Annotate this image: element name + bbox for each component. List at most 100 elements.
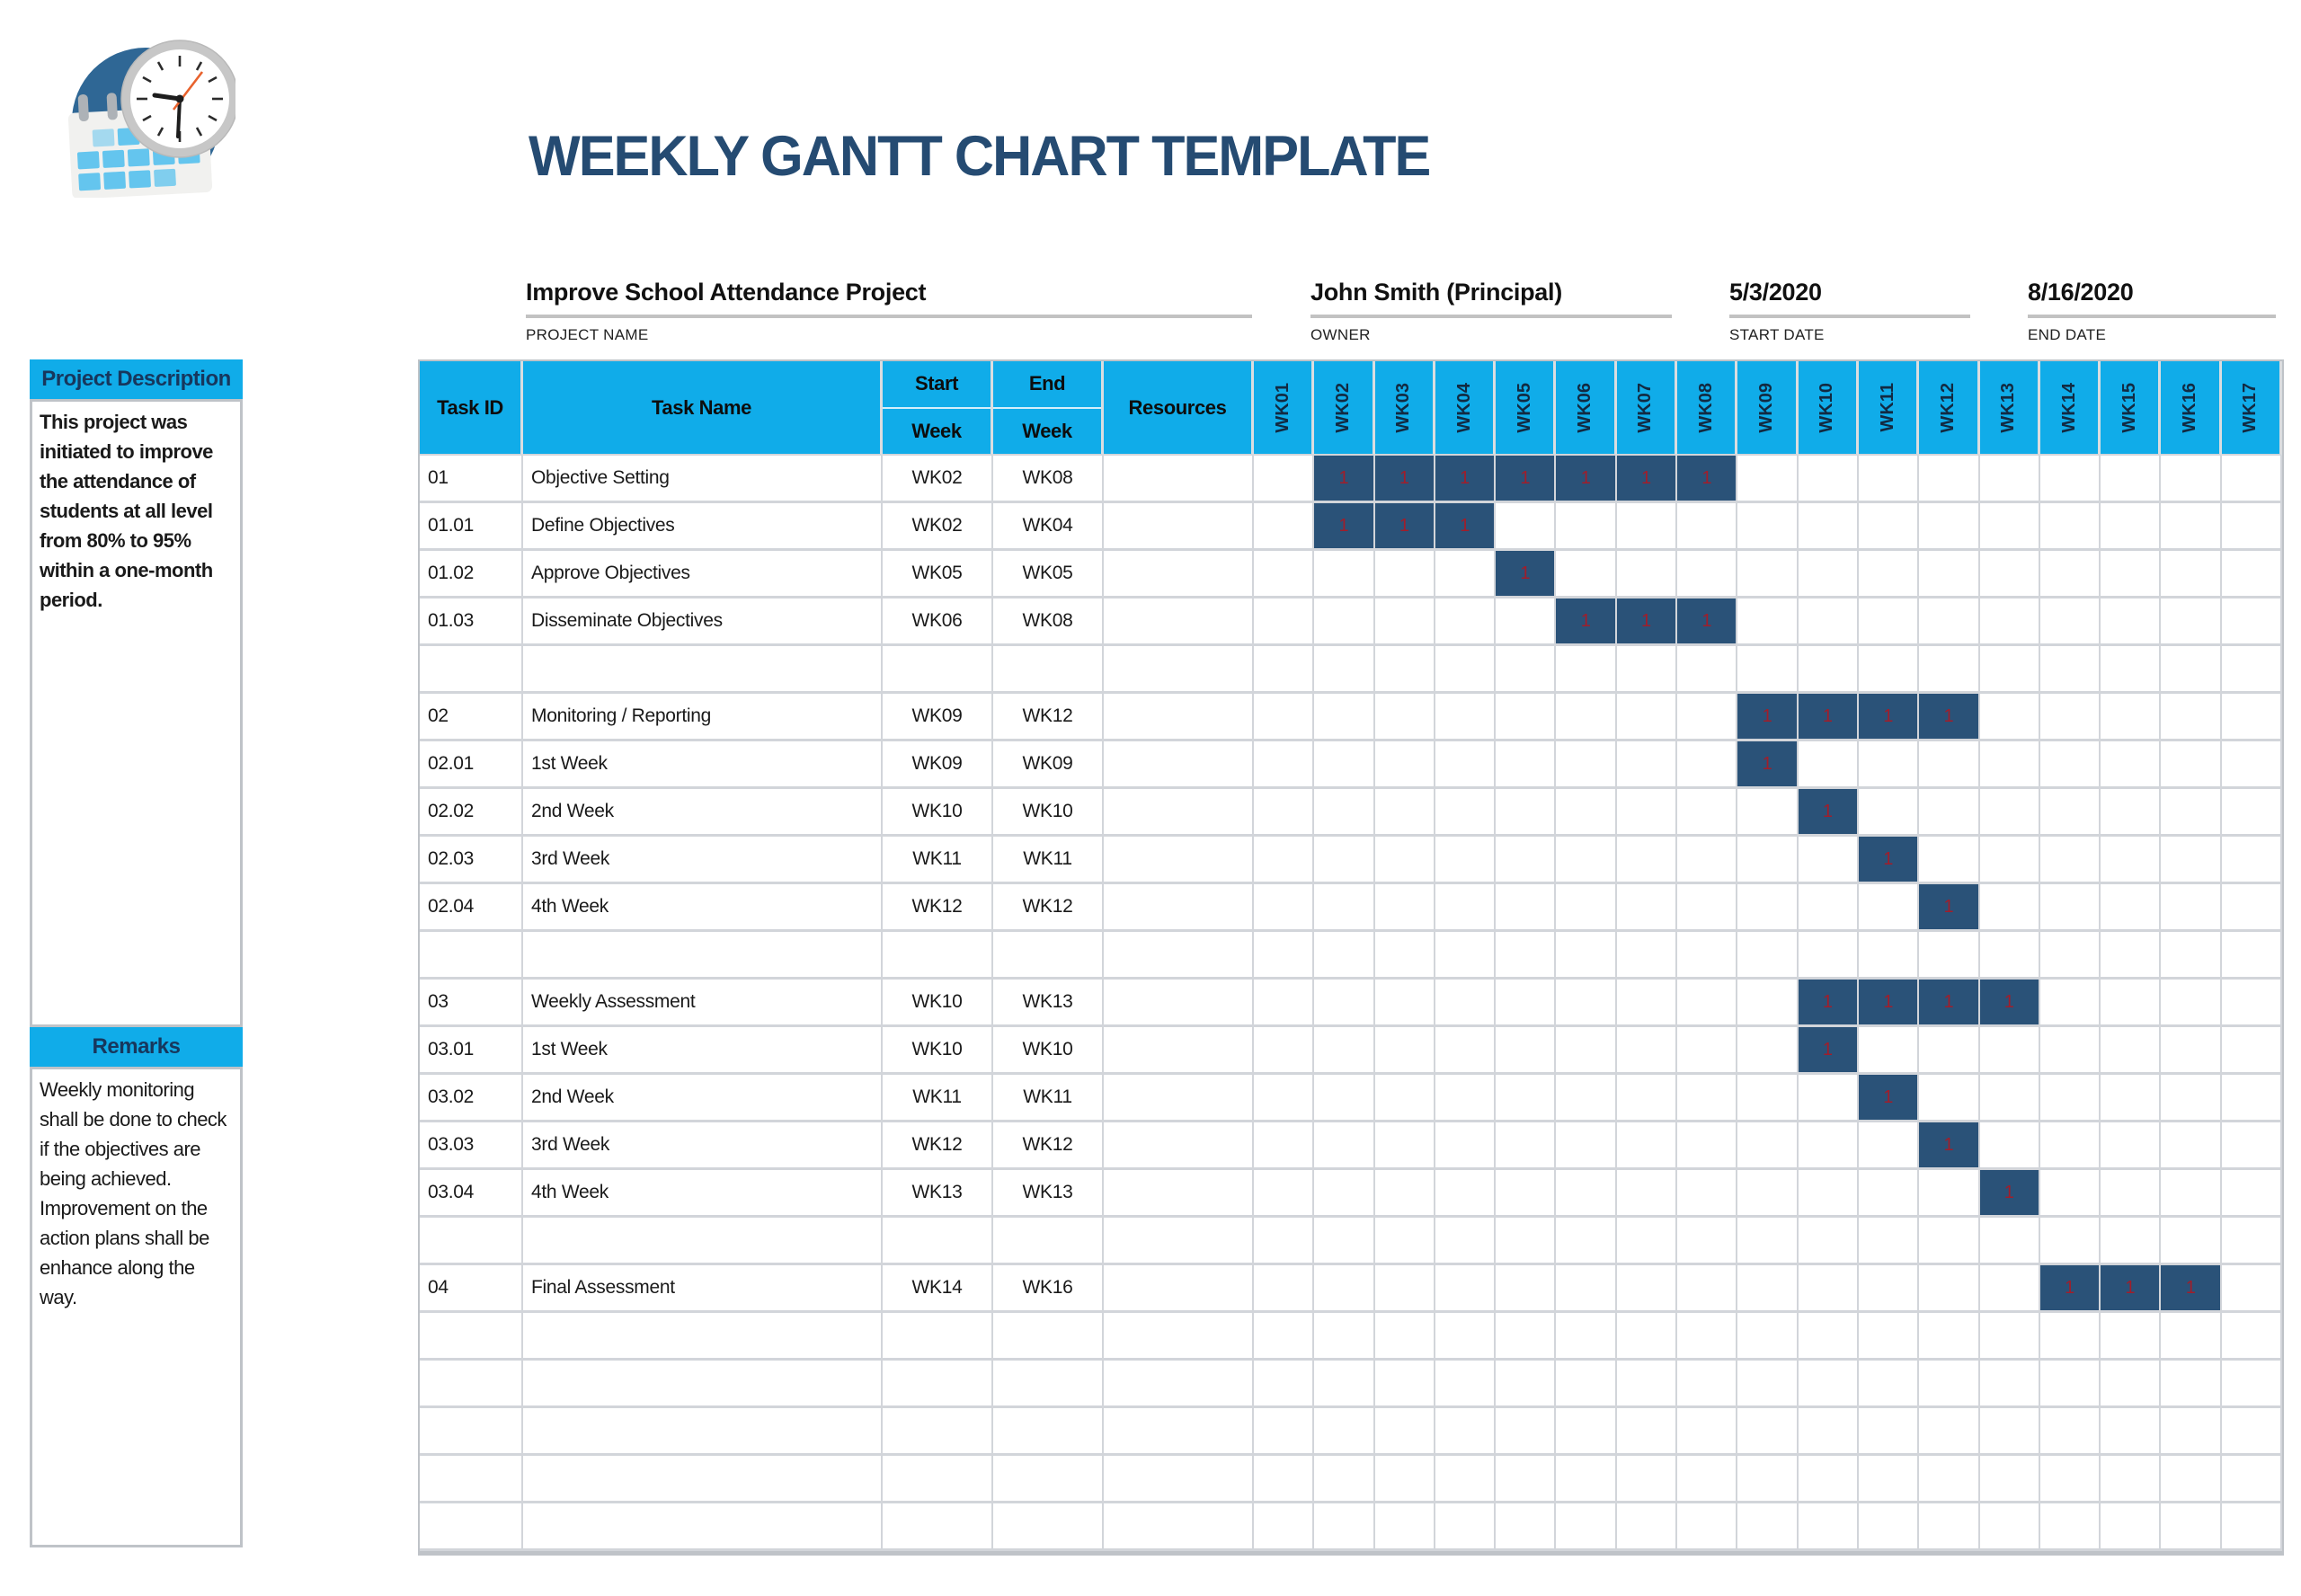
week-cell[interactable] — [1374, 1027, 1435, 1075]
resources-cell[interactable] — [1104, 1027, 1254, 1075]
week-cell[interactable] — [1435, 1313, 1497, 1361]
week-cell[interactable] — [1496, 837, 1557, 884]
week-cell[interactable] — [1616, 1218, 1678, 1265]
week-cell[interactable] — [1616, 1170, 1678, 1218]
start-week-cell[interactable] — [883, 1361, 993, 1408]
week-cell[interactable] — [1496, 646, 1557, 694]
week-cell[interactable] — [1798, 598, 1859, 646]
week-cell[interactable] — [2161, 1408, 2222, 1456]
week-cell[interactable] — [1254, 456, 1315, 503]
week-cell[interactable] — [1374, 1170, 1435, 1218]
week-cell[interactable] — [1677, 1075, 1738, 1122]
week-cell[interactable] — [1556, 1218, 1617, 1265]
week-cell[interactable] — [1254, 598, 1315, 646]
week-cell[interactable] — [1254, 980, 1315, 1027]
week-cell[interactable] — [1677, 789, 1738, 837]
week-cell[interactable] — [1979, 741, 2040, 789]
week-cell[interactable] — [1374, 980, 1435, 1027]
week-cell[interactable] — [1254, 789, 1315, 837]
task-name-cell[interactable]: Final Assessment — [523, 1265, 883, 1313]
task-id-cell[interactable]: 04 — [420, 1265, 523, 1313]
start-date-value[interactable]: 5/3/2020 — [1729, 279, 1822, 306]
week-cell[interactable] — [1979, 1075, 2040, 1122]
week-cell[interactable] — [1979, 1265, 2040, 1313]
week-cell[interactable] — [1314, 551, 1375, 598]
gantt-bar-cell[interactable]: 1 — [1798, 694, 1859, 741]
week-cell[interactable] — [1435, 1265, 1497, 1313]
resources-cell[interactable] — [1104, 1265, 1254, 1313]
week-cell[interactable] — [1314, 1503, 1375, 1551]
week-cell[interactable] — [1737, 1122, 1799, 1170]
week-cell[interactable] — [1858, 456, 1920, 503]
task-name-cell[interactable] — [523, 1361, 883, 1408]
week-cell[interactable] — [1556, 646, 1617, 694]
week-cell[interactable] — [2039, 741, 2101, 789]
week-cell[interactable] — [1435, 932, 1497, 980]
week-cell[interactable] — [1979, 837, 2040, 884]
week-cell[interactable] — [1254, 1313, 1315, 1361]
week-cell[interactable] — [1858, 789, 1920, 837]
week-cell[interactable] — [1616, 551, 1678, 598]
week-cell[interactable] — [1677, 1456, 1738, 1503]
week-cell[interactable] — [1435, 1170, 1497, 1218]
week-cell[interactable] — [1254, 646, 1315, 694]
week-cell[interactable] — [1858, 1313, 1920, 1361]
week-cell[interactable] — [1798, 1075, 1859, 1122]
week-cell[interactable] — [1979, 598, 2040, 646]
end-week-cell[interactable]: WK13 — [993, 980, 1104, 1027]
week-cell[interactable] — [2101, 1408, 2162, 1456]
week-cell[interactable] — [1919, 1170, 1980, 1218]
week-cell[interactable] — [1374, 551, 1435, 598]
week-cell[interactable] — [1919, 1075, 1980, 1122]
task-id-cell[interactable]: 03.04 — [420, 1170, 523, 1218]
week-cell[interactable] — [1435, 1218, 1497, 1265]
week-cell[interactable] — [1737, 789, 1799, 837]
task-id-cell[interactable]: 03.03 — [420, 1122, 523, 1170]
week-cell[interactable] — [1798, 884, 1859, 932]
week-cell[interactable] — [1979, 1313, 2040, 1361]
end-week-cell[interactable]: WK12 — [993, 1122, 1104, 1170]
week-cell[interactable] — [2039, 1218, 2101, 1265]
gantt-bar-cell[interactable]: 1 — [1798, 789, 1859, 837]
gantt-bar-cell[interactable]: 1 — [1314, 503, 1375, 551]
week-cell[interactable] — [1858, 1361, 1920, 1408]
week-cell[interactable] — [1616, 1122, 1678, 1170]
gantt-bar-cell[interactable]: 1 — [1677, 456, 1738, 503]
week-cell[interactable] — [1919, 1218, 1980, 1265]
end-week-cell[interactable]: WK08 — [993, 598, 1104, 646]
week-cell[interactable] — [2039, 1313, 2101, 1361]
week-cell[interactable] — [1556, 694, 1617, 741]
task-id-cell[interactable] — [420, 1408, 523, 1456]
week-cell[interactable] — [1435, 1027, 1497, 1075]
gantt-bar-cell[interactable]: 1 — [1858, 837, 1920, 884]
resources-cell[interactable] — [1104, 932, 1254, 980]
week-cell[interactable] — [2101, 1503, 2162, 1551]
week-cell[interactable] — [1616, 884, 1678, 932]
week-cell[interactable] — [1435, 1075, 1497, 1122]
week-cell[interactable] — [1556, 1170, 1617, 1218]
week-cell[interactable] — [1314, 1075, 1375, 1122]
week-cell[interactable] — [1314, 980, 1375, 1027]
task-name-cell[interactable]: 4th Week — [523, 1170, 883, 1218]
task-name-cell[interactable]: 2nd Week — [523, 1075, 883, 1122]
week-cell[interactable] — [1798, 741, 1859, 789]
end-week-cell[interactable]: WK11 — [993, 837, 1104, 884]
week-cell[interactable] — [1737, 1361, 1799, 1408]
task-id-cell[interactable] — [420, 1218, 523, 1265]
gantt-bar-cell[interactable]: 1 — [1496, 456, 1557, 503]
week-cell[interactable] — [1496, 1027, 1557, 1075]
week-cell[interactable] — [1737, 1027, 1799, 1075]
week-cell[interactable] — [1979, 1027, 2040, 1075]
owner-value[interactable]: John Smith (Principal) — [1310, 279, 1562, 306]
resources-cell[interactable] — [1104, 1361, 1254, 1408]
week-cell[interactable] — [1374, 837, 1435, 884]
week-cell[interactable] — [1374, 932, 1435, 980]
week-cell[interactable] — [1677, 741, 1738, 789]
week-cell[interactable] — [2039, 551, 2101, 598]
week-cell[interactable] — [2161, 1170, 2222, 1218]
week-cell[interactable] — [1979, 884, 2040, 932]
week-cell[interactable] — [2221, 646, 2283, 694]
week-cell[interactable] — [1496, 1218, 1557, 1265]
week-cell[interactable] — [2101, 456, 2162, 503]
end-week-cell[interactable]: WK13 — [993, 1170, 1104, 1218]
